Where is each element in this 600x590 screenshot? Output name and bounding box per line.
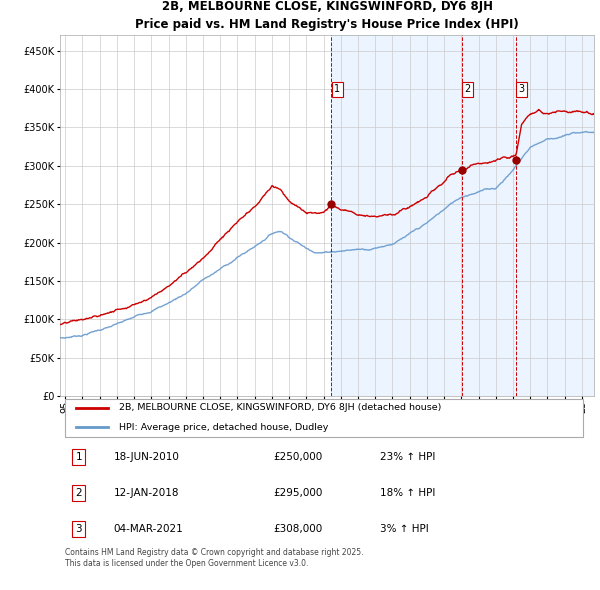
Text: Contains HM Land Registry data © Crown copyright and database right 2025.
This d: Contains HM Land Registry data © Crown c… bbox=[65, 549, 364, 568]
Text: 1: 1 bbox=[76, 452, 82, 462]
Text: 18-JUN-2010: 18-JUN-2010 bbox=[113, 452, 179, 462]
Text: 04-MAR-2021: 04-MAR-2021 bbox=[113, 524, 183, 534]
Text: 12-JAN-2018: 12-JAN-2018 bbox=[113, 488, 179, 498]
Text: £308,000: £308,000 bbox=[274, 524, 323, 534]
Text: 1: 1 bbox=[334, 84, 340, 94]
Bar bbox=[331, 35, 600, 396]
Title: 2B, MELBOURNE CLOSE, KINGSWINFORD, DY6 8JH
Price paid vs. HM Land Registry's Hou: 2B, MELBOURNE CLOSE, KINGSWINFORD, DY6 8… bbox=[135, 1, 519, 31]
Text: 23% ↑ HPI: 23% ↑ HPI bbox=[380, 452, 436, 462]
Text: £250,000: £250,000 bbox=[274, 452, 323, 462]
Text: 3: 3 bbox=[518, 84, 524, 94]
FancyBboxPatch shape bbox=[65, 399, 583, 437]
Text: 3% ↑ HPI: 3% ↑ HPI bbox=[380, 524, 429, 534]
Text: 2: 2 bbox=[464, 84, 471, 94]
Text: 18% ↑ HPI: 18% ↑ HPI bbox=[380, 488, 436, 498]
Text: 3: 3 bbox=[76, 524, 82, 534]
Text: 2B, MELBOURNE CLOSE, KINGSWINFORD, DY6 8JH (detached house): 2B, MELBOURNE CLOSE, KINGSWINFORD, DY6 8… bbox=[119, 403, 441, 412]
Text: £295,000: £295,000 bbox=[274, 488, 323, 498]
Text: 2: 2 bbox=[76, 488, 82, 498]
Text: HPI: Average price, detached house, Dudley: HPI: Average price, detached house, Dudl… bbox=[119, 422, 328, 432]
